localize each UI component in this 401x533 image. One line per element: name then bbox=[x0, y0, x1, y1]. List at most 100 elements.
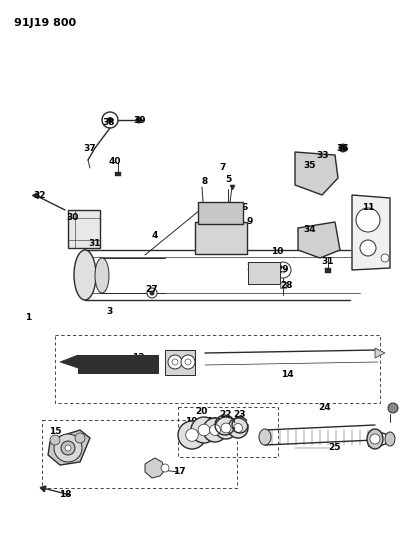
Text: 38: 38 bbox=[103, 117, 115, 126]
Ellipse shape bbox=[74, 250, 96, 300]
Text: 6: 6 bbox=[241, 204, 247, 213]
Ellipse shape bbox=[95, 258, 109, 293]
Text: 37: 37 bbox=[83, 143, 96, 152]
Text: 36: 36 bbox=[336, 143, 348, 152]
Circle shape bbox=[190, 417, 217, 443]
Text: 10: 10 bbox=[270, 247, 282, 256]
Text: 20: 20 bbox=[194, 408, 207, 416]
Circle shape bbox=[209, 425, 220, 435]
Circle shape bbox=[54, 434, 82, 462]
Ellipse shape bbox=[384, 432, 394, 446]
Text: 31: 31 bbox=[321, 257, 333, 266]
Text: 39: 39 bbox=[134, 116, 146, 125]
Circle shape bbox=[172, 359, 178, 365]
Polygon shape bbox=[374, 348, 384, 358]
Bar bbox=[178, 407, 277, 457]
Text: 27: 27 bbox=[145, 286, 158, 295]
Text: 30: 30 bbox=[67, 214, 79, 222]
Text: 34: 34 bbox=[303, 225, 316, 235]
Text: 18: 18 bbox=[59, 490, 71, 499]
Circle shape bbox=[185, 429, 198, 441]
Text: 3: 3 bbox=[107, 308, 113, 317]
Bar bbox=[324, 268, 330, 273]
Text: 29: 29 bbox=[276, 265, 289, 274]
Circle shape bbox=[184, 359, 190, 365]
Text: 28: 28 bbox=[280, 280, 292, 289]
Circle shape bbox=[198, 424, 209, 436]
Text: 11: 11 bbox=[361, 204, 373, 213]
FancyBboxPatch shape bbox=[194, 222, 246, 254]
Circle shape bbox=[279, 267, 285, 273]
Circle shape bbox=[50, 435, 60, 445]
Text: 33: 33 bbox=[316, 150, 328, 159]
Text: 17: 17 bbox=[172, 467, 185, 477]
Circle shape bbox=[305, 162, 317, 174]
Circle shape bbox=[203, 418, 227, 442]
Circle shape bbox=[338, 144, 346, 152]
FancyBboxPatch shape bbox=[164, 350, 194, 375]
Circle shape bbox=[75, 433, 85, 443]
Polygon shape bbox=[297, 222, 339, 258]
Text: 8: 8 bbox=[201, 177, 208, 187]
Circle shape bbox=[221, 423, 231, 433]
Circle shape bbox=[312, 237, 322, 247]
Text: 91J19 800: 91J19 800 bbox=[14, 18, 76, 28]
Text: 2: 2 bbox=[75, 271, 81, 279]
Text: 23: 23 bbox=[233, 410, 246, 419]
Circle shape bbox=[359, 240, 375, 256]
Bar bbox=[55, 335, 379, 403]
Polygon shape bbox=[294, 152, 337, 195]
Circle shape bbox=[147, 288, 157, 298]
Circle shape bbox=[168, 355, 182, 369]
Circle shape bbox=[380, 254, 388, 262]
Polygon shape bbox=[68, 210, 100, 248]
Bar bbox=[115, 172, 121, 176]
Circle shape bbox=[160, 464, 168, 472]
Text: 35: 35 bbox=[303, 160, 316, 169]
Circle shape bbox=[61, 441, 75, 455]
Text: 40: 40 bbox=[109, 157, 121, 166]
Circle shape bbox=[107, 117, 112, 123]
Text: 21: 21 bbox=[206, 417, 219, 426]
Circle shape bbox=[102, 112, 118, 128]
Circle shape bbox=[215, 417, 237, 439]
Circle shape bbox=[180, 355, 194, 369]
Circle shape bbox=[178, 421, 205, 449]
Bar bbox=[81, 260, 87, 264]
Text: 24: 24 bbox=[318, 403, 330, 413]
Polygon shape bbox=[48, 430, 90, 465]
Text: 19: 19 bbox=[184, 417, 197, 426]
Bar bbox=[78, 355, 158, 373]
Text: 32: 32 bbox=[34, 190, 46, 199]
Text: 1: 1 bbox=[25, 313, 31, 322]
Text: 31: 31 bbox=[89, 238, 101, 247]
Text: 25: 25 bbox=[328, 443, 340, 453]
Circle shape bbox=[227, 418, 247, 438]
Text: 7: 7 bbox=[219, 164, 226, 173]
Ellipse shape bbox=[258, 429, 270, 445]
Text: 13: 13 bbox=[178, 351, 191, 359]
FancyBboxPatch shape bbox=[198, 202, 242, 224]
Polygon shape bbox=[60, 355, 78, 368]
Ellipse shape bbox=[366, 429, 382, 449]
Circle shape bbox=[136, 117, 142, 123]
Text: 4: 4 bbox=[152, 230, 158, 239]
Text: 5: 5 bbox=[224, 175, 231, 184]
Circle shape bbox=[274, 262, 290, 278]
Circle shape bbox=[387, 403, 397, 413]
Bar bbox=[279, 282, 285, 288]
FancyBboxPatch shape bbox=[247, 262, 279, 284]
Text: 16: 16 bbox=[146, 467, 158, 477]
Circle shape bbox=[369, 434, 379, 444]
Polygon shape bbox=[145, 458, 164, 478]
Circle shape bbox=[65, 445, 71, 451]
Text: 9: 9 bbox=[246, 217, 253, 227]
Bar bbox=[42, 420, 237, 488]
Circle shape bbox=[355, 208, 379, 232]
Circle shape bbox=[233, 424, 242, 432]
Text: 26: 26 bbox=[246, 263, 259, 272]
Circle shape bbox=[150, 291, 154, 295]
Circle shape bbox=[309, 166, 313, 170]
Text: 12: 12 bbox=[132, 353, 144, 362]
Polygon shape bbox=[351, 195, 389, 270]
